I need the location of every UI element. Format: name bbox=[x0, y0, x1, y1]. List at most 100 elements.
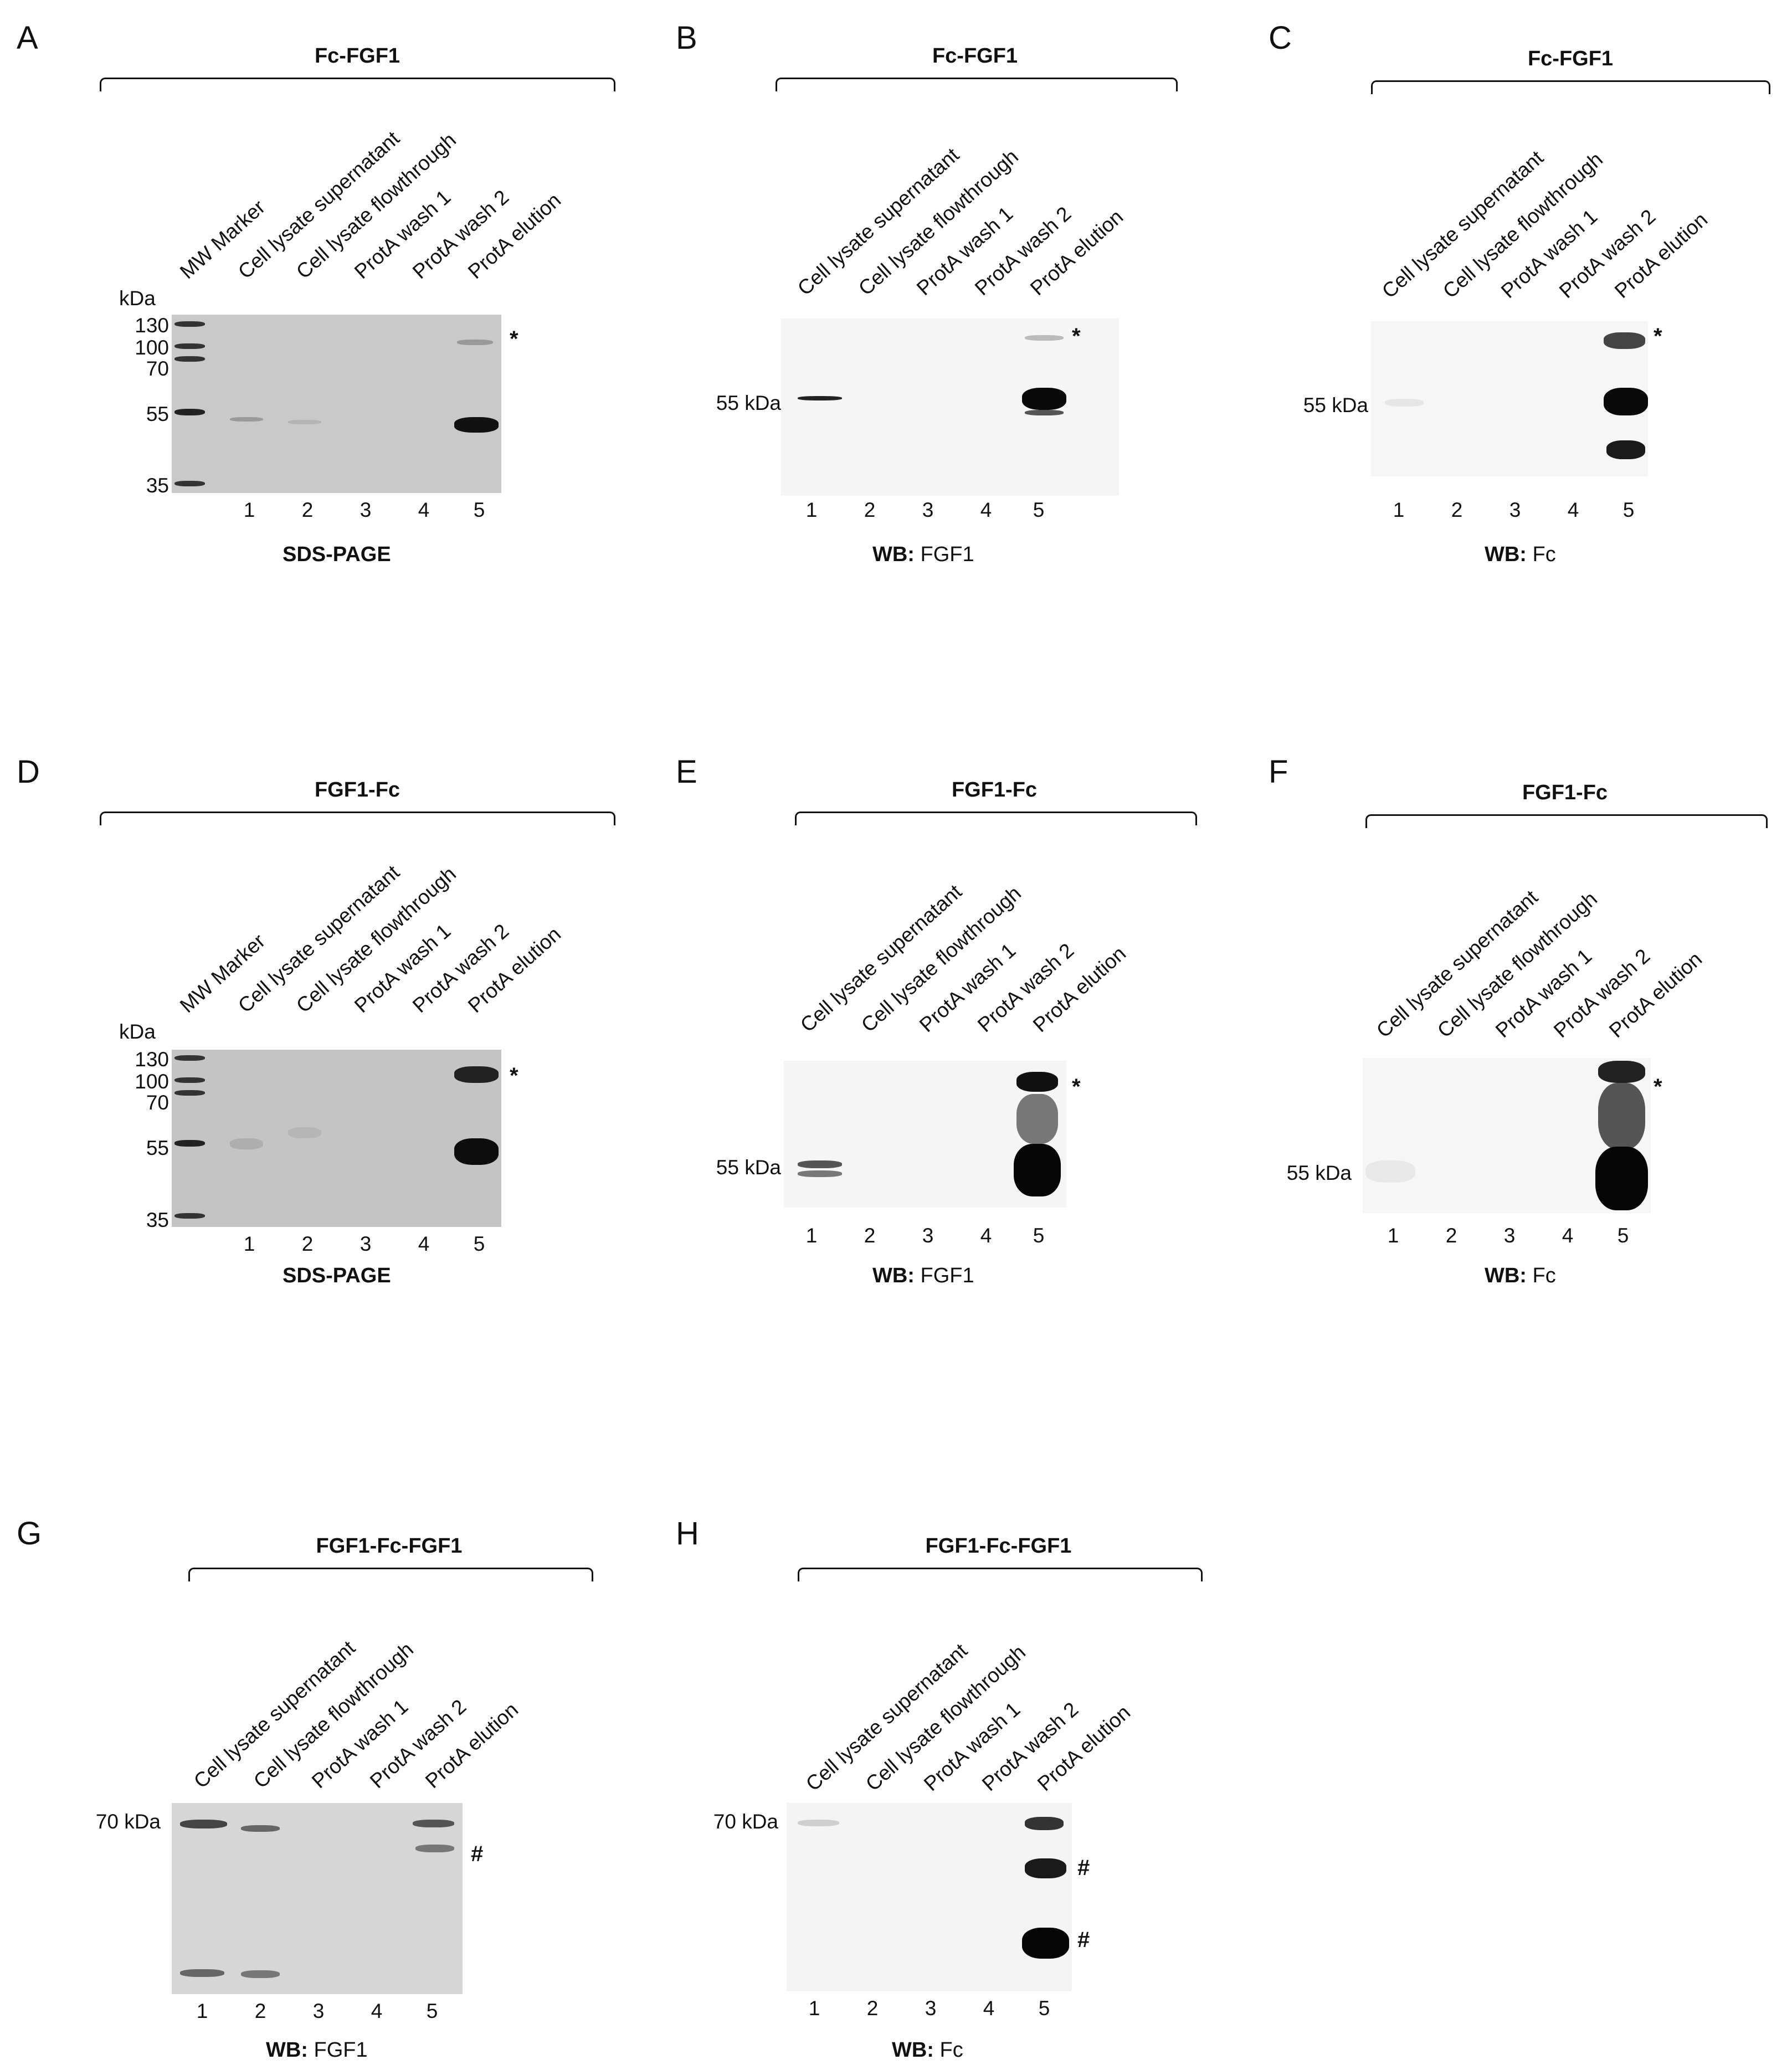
elution-band bbox=[457, 340, 493, 345]
lane-number: 2 bbox=[254, 2000, 266, 2022]
caption-bold: WB: bbox=[1485, 1264, 1527, 1287]
mw-70: 70 bbox=[146, 357, 169, 380]
sample-band bbox=[1385, 399, 1424, 407]
aggregate-marker: * bbox=[510, 1064, 518, 1088]
panel-letter: E bbox=[676, 754, 697, 790]
panel-caption: WB: Fc bbox=[892, 2038, 963, 2062]
caption-target: FGF1 bbox=[914, 543, 974, 566]
elution-band bbox=[413, 1820, 454, 1827]
lane-number: 1 bbox=[1393, 499, 1405, 521]
marker-band bbox=[174, 321, 205, 327]
blot-image bbox=[781, 319, 1119, 496]
lane-number: 5 bbox=[1038, 1997, 1050, 2020]
caption-bold: WB: bbox=[266, 2038, 308, 2062]
truncation-marker: # bbox=[1077, 1928, 1090, 1952]
sample-band bbox=[798, 396, 842, 400]
caption-bold: WB: bbox=[872, 543, 915, 566]
construct-bracket bbox=[188, 1568, 593, 1581]
size-label: 70 kDa bbox=[95, 1810, 161, 1833]
elution-band bbox=[1606, 440, 1645, 459]
construct-title: FGF1-Fc-FGF1 bbox=[925, 1534, 1072, 1558]
elution-band bbox=[1022, 388, 1066, 410]
caption-bold: WB: bbox=[872, 1264, 915, 1287]
construct-title: FGF1-Fc bbox=[951, 778, 1038, 802]
caption-target: Fc bbox=[1526, 1264, 1556, 1287]
elution-band bbox=[1598, 1061, 1645, 1083]
kda-label: kDa bbox=[119, 1020, 156, 1043]
panel-caption: WB: FGF1 bbox=[872, 1264, 974, 1288]
lane-number: 5 bbox=[473, 1232, 485, 1255]
construct-bracket bbox=[1365, 814, 1768, 828]
lane-number: 4 bbox=[980, 1224, 992, 1247]
construct-bracket bbox=[1371, 80, 1770, 94]
construct-bracket bbox=[776, 78, 1178, 91]
sample-band bbox=[180, 1969, 224, 1977]
caption-target: FGF1 bbox=[307, 2038, 368, 2062]
lane-number: 3 bbox=[360, 499, 372, 521]
elution-band bbox=[454, 1066, 499, 1083]
sample-band bbox=[241, 1970, 280, 1978]
elution-band bbox=[1016, 1094, 1058, 1144]
aggregate-marker: * bbox=[510, 327, 518, 351]
sample-band bbox=[180, 1820, 227, 1828]
construct-bracket bbox=[100, 811, 615, 825]
mw-70: 70 bbox=[146, 1091, 169, 1114]
lane-number: 1 bbox=[243, 1232, 255, 1255]
mw-100: 100 bbox=[135, 1070, 169, 1093]
lane-number: 1 bbox=[805, 1224, 818, 1247]
panel-letter: B bbox=[676, 20, 697, 56]
lane-number: 2 bbox=[1451, 499, 1463, 521]
lane-number: 3 bbox=[1503, 1224, 1516, 1247]
elution-band bbox=[1016, 1072, 1058, 1092]
elution-band bbox=[454, 1138, 499, 1165]
elution-band bbox=[1025, 1858, 1066, 1878]
mw-55: 55 bbox=[146, 1137, 169, 1159]
construct-title: Fc-FGF1 bbox=[932, 44, 1018, 68]
marker-band bbox=[174, 481, 205, 486]
gel-image bbox=[172, 1050, 501, 1227]
lane-number: 5 bbox=[1622, 499, 1635, 521]
sample-band bbox=[798, 1160, 842, 1168]
mw-55: 55 bbox=[146, 403, 169, 425]
lane-number: 2 bbox=[864, 499, 876, 521]
mw-35: 35 bbox=[146, 1209, 169, 1231]
size-label: 55 kDa bbox=[1286, 1162, 1352, 1184]
lane-number: 3 bbox=[360, 1232, 372, 1255]
size-label: 55 kDa bbox=[1303, 394, 1368, 417]
elution-band bbox=[1025, 1817, 1064, 1830]
blot-image bbox=[1363, 1058, 1651, 1213]
sample-band bbox=[798, 1170, 842, 1177]
truncation-marker: # bbox=[471, 1842, 484, 1866]
lane-number: 4 bbox=[1562, 1224, 1574, 1247]
caption-bold: WB: bbox=[1485, 543, 1527, 566]
construct-title: FGF1-Fc bbox=[314, 778, 400, 802]
sample-band bbox=[288, 1127, 321, 1138]
caption-target: FGF1 bbox=[914, 1264, 974, 1287]
lane-number: 2 bbox=[1445, 1224, 1457, 1247]
elution-band bbox=[1595, 1147, 1648, 1210]
panel-letter: F bbox=[1269, 754, 1288, 790]
caption-bold: SDS-PAGE bbox=[283, 1264, 391, 1287]
elution-band bbox=[1022, 1928, 1069, 1959]
sample-band bbox=[798, 1820, 839, 1826]
lane-number: 4 bbox=[371, 2000, 383, 2022]
construct-title: FGF1-Fc-FGF1 bbox=[316, 1534, 463, 1558]
mw-130: 130 bbox=[135, 314, 169, 337]
lane-number: 4 bbox=[1567, 499, 1579, 521]
panel-letter: D bbox=[17, 754, 40, 790]
aggregate-marker: * bbox=[1654, 324, 1662, 348]
truncation-marker: # bbox=[1077, 1856, 1090, 1880]
mw-100: 100 bbox=[135, 336, 169, 359]
elution-band bbox=[1025, 335, 1064, 341]
blot-image bbox=[172, 1803, 463, 1994]
lane-number: 2 bbox=[301, 1232, 314, 1255]
marker-band bbox=[174, 409, 205, 415]
caption-bold: SDS-PAGE bbox=[283, 543, 391, 566]
lane-number: 5 bbox=[426, 2000, 438, 2022]
blot-image bbox=[1371, 321, 1648, 476]
lane-number: 4 bbox=[983, 1997, 995, 2020]
panel-caption: WB: Fc bbox=[1485, 543, 1556, 567]
panel-caption: WB: Fc bbox=[1485, 1264, 1556, 1288]
elution-band bbox=[415, 1845, 454, 1852]
caption-target: Fc bbox=[1526, 543, 1556, 566]
